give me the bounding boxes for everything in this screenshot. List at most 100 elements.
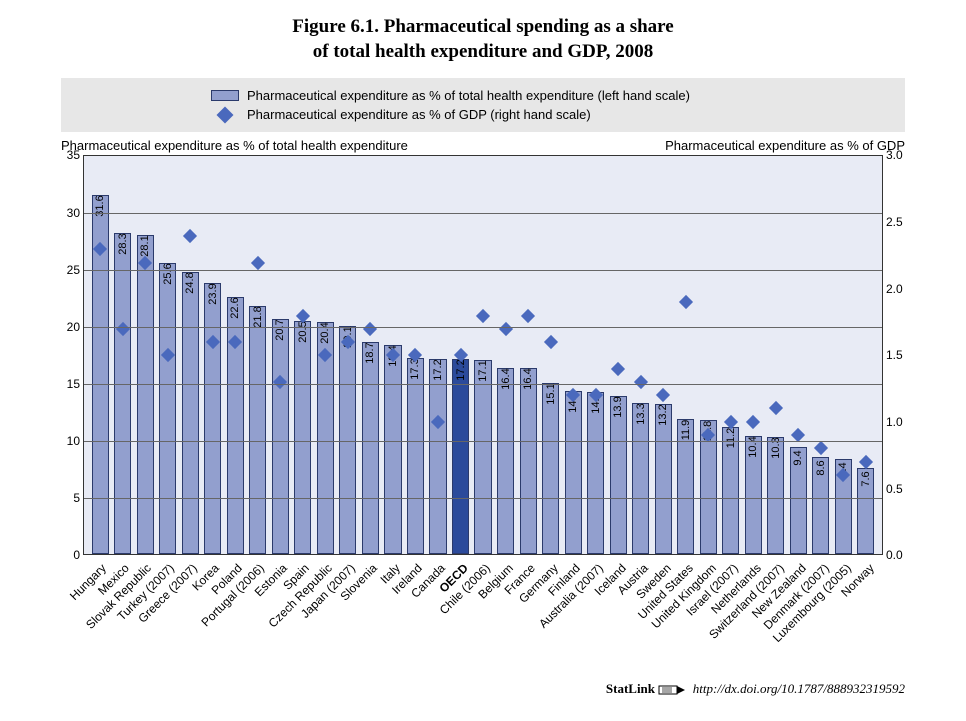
y-left-tick: 20 xyxy=(61,320,83,334)
statlink-label: StatLink xyxy=(606,681,655,696)
bar-slot: 14.3 xyxy=(584,156,607,554)
bar-slot: 22.6 xyxy=(224,156,247,554)
bar-value-label: 15.1 xyxy=(545,383,557,404)
legend: Pharmaceutical expenditure as % of total… xyxy=(61,78,905,132)
y-left-tick: 5 xyxy=(61,491,83,505)
bar: 24.8 xyxy=(182,272,199,554)
diamond-marker xyxy=(634,375,648,389)
bar: 11.9 xyxy=(677,419,694,554)
bar-value-label: 23.9 xyxy=(207,283,219,304)
bar: 17.3 xyxy=(407,358,424,555)
y-right-tick: 2.5 xyxy=(883,215,905,229)
plot-area: 31.628.328.125.624.823.922.621.820.720.5… xyxy=(83,155,883,555)
bar: 10.3 xyxy=(767,437,784,554)
bar-value-label: 11.2 xyxy=(725,428,737,449)
bar: 8.6 xyxy=(812,457,829,555)
grid-line xyxy=(84,213,882,214)
bar-slot: 23.9 xyxy=(202,156,225,554)
bar: 16.4 xyxy=(497,368,514,554)
bar: 20.5 xyxy=(294,321,311,554)
diamond-marker xyxy=(611,362,625,376)
bar: 15.1 xyxy=(542,383,559,555)
bar-slot: 17.3 xyxy=(404,156,427,554)
legend-item-bars: Pharmaceutical expenditure as % of total… xyxy=(81,86,885,105)
bar-slot: 15.1 xyxy=(539,156,562,554)
bar: 28.3 xyxy=(114,233,131,555)
y-right-tick: 0.5 xyxy=(883,482,905,496)
y-left-tick: 15 xyxy=(61,377,83,391)
bar: 28.1 xyxy=(137,235,154,555)
statlink-url: http://dx.doi.org/10.1787/888932319592 xyxy=(693,681,905,696)
figure-title: Figure 6.1. Pharmaceutical spending as a… xyxy=(15,15,951,64)
y-right-axis-title: Pharmaceutical expenditure as % of GDP xyxy=(665,138,905,153)
bar-slot: 11.8 xyxy=(697,156,720,554)
chart: 05101520253035 31.628.328.125.624.823.92… xyxy=(61,155,905,555)
bar-slot: 17.2 xyxy=(449,156,472,554)
bar-value-label: 16.4 xyxy=(522,368,534,389)
bar: 13.3 xyxy=(632,403,649,554)
bar-slot: 11.2 xyxy=(719,156,742,554)
bar-value-label: 17.2 xyxy=(432,359,444,380)
diamond-marker xyxy=(498,322,512,336)
bar-slot: 10.3 xyxy=(764,156,787,554)
diamond-icon xyxy=(217,106,234,123)
bar: 11.2 xyxy=(722,427,739,554)
diamond-marker xyxy=(814,441,828,455)
bar: 25.6 xyxy=(159,263,176,554)
bar-slot: 20.5 xyxy=(292,156,315,554)
diamond-marker xyxy=(746,415,760,429)
bar-slot: 17.1 xyxy=(472,156,495,554)
bar-slot: 8.6 xyxy=(810,156,833,554)
bar: 18.4 xyxy=(384,345,401,554)
bar: 16.4 xyxy=(520,368,537,554)
bar-slot: 8.4 xyxy=(832,156,855,554)
legend-label: Pharmaceutical expenditure as % of total… xyxy=(247,88,690,103)
bar-value-label: 13.3 xyxy=(635,403,647,424)
x-axis-labels: HungaryMexicoSlovak RepublicTurkey (2007… xyxy=(61,557,905,677)
bar-value-label: 22.6 xyxy=(229,298,241,319)
diamond-marker xyxy=(859,454,873,468)
bar: 17.1 xyxy=(474,360,491,554)
bar-slot: 21.8 xyxy=(247,156,270,554)
bar-value-label: 17.1 xyxy=(477,360,489,381)
grid-line xyxy=(84,441,882,442)
bar-slot: 17.2 xyxy=(427,156,450,554)
bar-slot: 18.4 xyxy=(382,156,405,554)
bar-slot: 7.6 xyxy=(855,156,878,554)
bar-value-label: 13.9 xyxy=(612,397,624,418)
bar-value-label: 10.4 xyxy=(747,436,759,457)
bar-value-label: 13.2 xyxy=(657,405,669,426)
bar-slot: 14.4 xyxy=(562,156,585,554)
bar-slot: 13.2 xyxy=(652,156,675,554)
bar-slot: 20.7 xyxy=(269,156,292,554)
statlink-icon xyxy=(658,684,686,696)
diamond-marker xyxy=(476,308,490,322)
legend-label: Pharmaceutical expenditure as % of GDP (… xyxy=(247,107,591,122)
y-left-axis: 05101520253035 xyxy=(61,155,83,555)
bar-value-label: 20.4 xyxy=(319,323,331,344)
bar-value-label: 21.8 xyxy=(252,307,264,328)
bar-slot: 13.9 xyxy=(607,156,630,554)
y-left-tick: 10 xyxy=(61,434,83,448)
bar: 14.3 xyxy=(587,392,604,555)
bar-slot: 20.4 xyxy=(314,156,337,554)
bar-value-label: 28.3 xyxy=(117,233,129,254)
bar-value-label: 7.6 xyxy=(860,471,872,486)
bar-slot: 18.7 xyxy=(359,156,382,554)
bar-slot: 20.1 xyxy=(337,156,360,554)
bar-value-label: 20.5 xyxy=(297,322,309,343)
bar-value-label: 25.6 xyxy=(162,264,174,285)
diamond-marker xyxy=(543,335,557,349)
grid-line xyxy=(84,498,882,499)
bar-slot: 28.1 xyxy=(134,156,157,554)
bar-value-label: 18.7 xyxy=(364,342,376,363)
y-left-tick: 30 xyxy=(61,206,83,220)
bar: 20.7 xyxy=(272,319,289,554)
bar-swatch-icon xyxy=(211,90,239,101)
bar: 7.6 xyxy=(857,468,874,554)
axis-titles: Pharmaceutical expenditure as % of total… xyxy=(61,138,905,153)
bars-container: 31.628.328.125.624.823.922.621.820.720.5… xyxy=(89,156,877,554)
diamond-marker xyxy=(521,308,535,322)
bar: 13.9 xyxy=(610,396,627,554)
legend-item-diamonds: Pharmaceutical expenditure as % of GDP (… xyxy=(81,105,885,124)
